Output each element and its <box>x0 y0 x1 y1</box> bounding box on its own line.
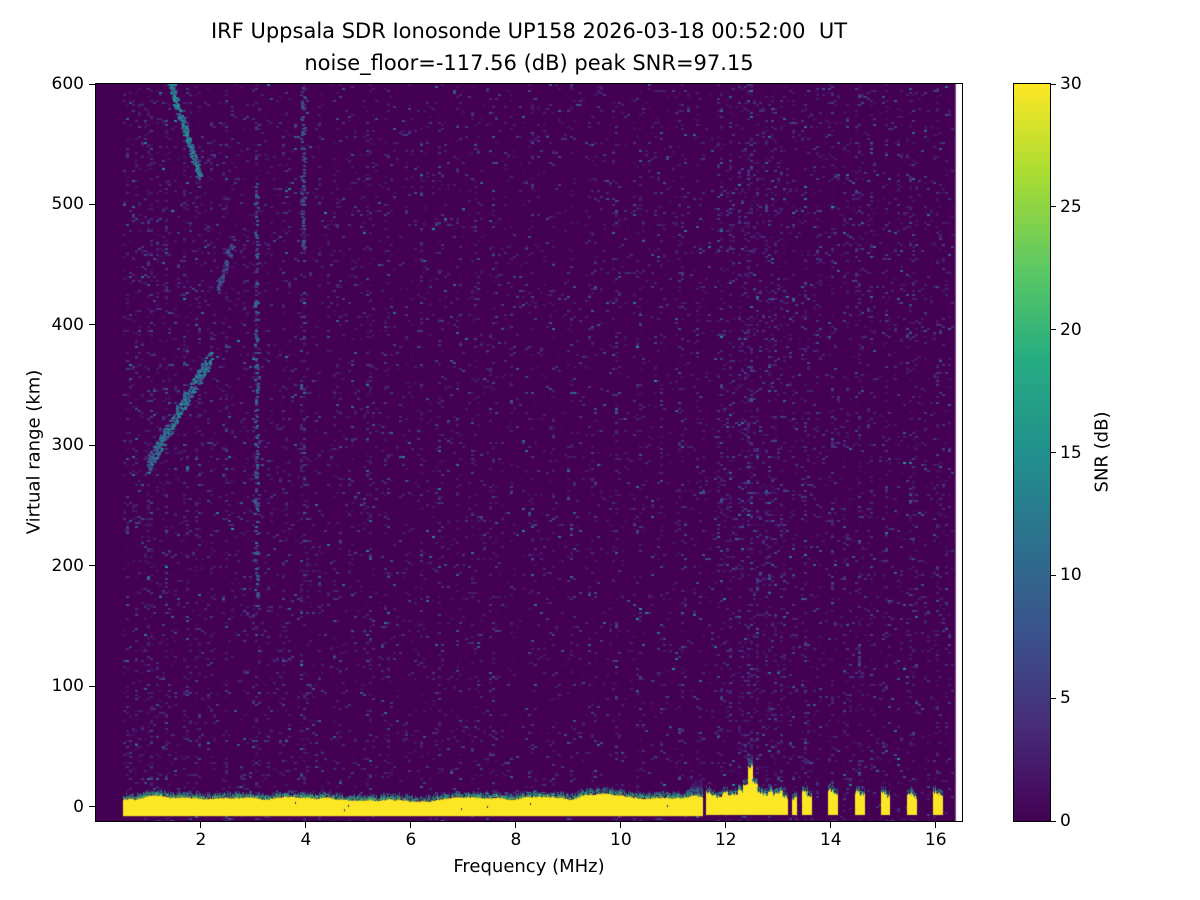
ionogram-heatmap-canvas <box>96 84 962 821</box>
colorbar-tick-mark <box>1050 83 1056 85</box>
colorbar-tick-mark <box>1050 329 1056 331</box>
x-tick-mark <box>200 822 202 828</box>
colorbar-tick-mark <box>1050 697 1056 699</box>
colorbar-tick-label: 10 <box>1060 565 1082 586</box>
y-tick-label: 0 <box>73 796 84 817</box>
x-tick-label: 16 <box>924 830 947 850</box>
x-tick-label: 2 <box>195 830 207 850</box>
colorbar-tick-label: 25 <box>1060 196 1082 217</box>
y-tick-mark <box>89 83 95 85</box>
y-tick-mark <box>89 203 95 205</box>
x-tick-mark <box>620 822 622 828</box>
colorbar-tick-label: 30 <box>1060 74 1082 94</box>
x-tick-label: 4 <box>300 830 312 850</box>
x-tick-label: 8 <box>510 830 522 850</box>
colorbar-gradient-canvas <box>1014 84 1050 821</box>
colorbar <box>1013 83 1051 822</box>
y-tick-label: 200 <box>51 555 84 576</box>
y-tick-label: 400 <box>51 314 84 335</box>
x-tick-mark <box>725 822 727 828</box>
y-tick-mark <box>89 444 95 446</box>
x-tick-mark <box>410 822 412 828</box>
y-tick-mark <box>89 806 95 808</box>
colorbar-tick-label: 20 <box>1060 319 1082 340</box>
x-axis-label: Frequency (MHz) <box>453 856 605 877</box>
x-tick-mark <box>305 822 307 828</box>
x-tick-label: 10 <box>610 830 632 850</box>
colorbar-tick-mark <box>1050 452 1056 453</box>
colorbar-tick-mark <box>1050 820 1056 822</box>
x-tick-mark <box>830 822 832 828</box>
chart-title-line1: IRF Uppsala SDR Ionosonde UP158 2026-03-… <box>210 19 848 43</box>
x-tick-mark <box>515 822 517 828</box>
colorbar-tick-label: 0 <box>1060 811 1071 831</box>
y-tick-label: 600 <box>51 74 84 94</box>
colorbar-tick-mark <box>1050 206 1056 208</box>
y-tick-label: 100 <box>51 676 84 697</box>
x-tick-mark <box>935 822 937 828</box>
y-tick-label: 500 <box>51 194 84 215</box>
y-tick-mark <box>89 565 95 567</box>
x-tick-label: 12 <box>714 830 737 850</box>
x-tick-label: 6 <box>405 830 417 850</box>
plot-area <box>95 83 963 822</box>
y-tick-mark <box>89 324 95 326</box>
x-tick-label: 14 <box>819 830 842 850</box>
colorbar-tick-label: 5 <box>1060 688 1071 709</box>
y-tick-label: 300 <box>51 435 84 456</box>
colorbar-tick-label: 15 <box>1060 442 1082 463</box>
colorbar-tick-mark <box>1050 574 1056 576</box>
y-tick-mark <box>89 685 95 687</box>
chart-title-line2: noise_floor=-117.56 (dB) peak SNR=97.15 <box>304 51 754 75</box>
